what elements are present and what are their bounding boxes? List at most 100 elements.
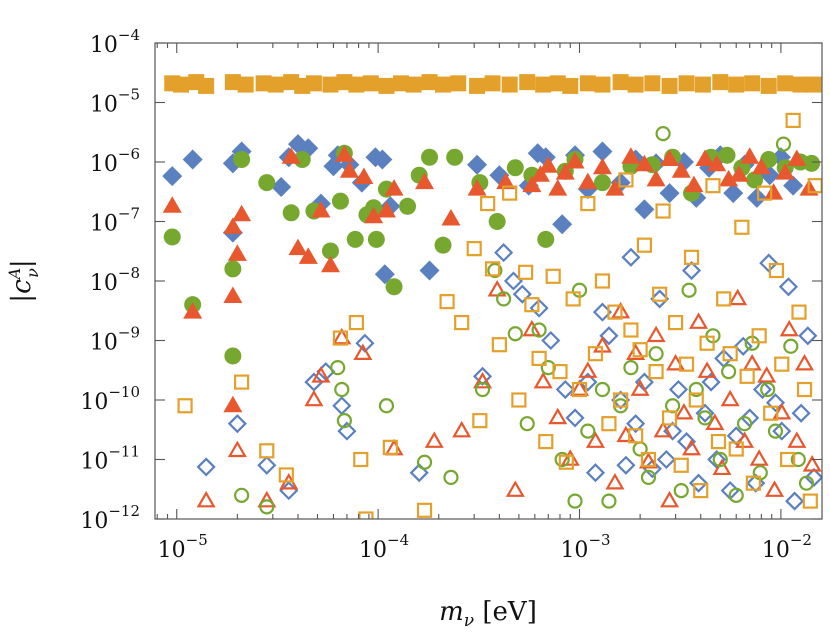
point-circle-filled-42: [803, 154, 821, 172]
point-circle-open-42: [783, 338, 799, 354]
point-diamond-open-0: [196, 457, 216, 477]
point-square-open-66: [791, 304, 807, 320]
point-circle-filled-27: [537, 230, 555, 248]
point-diamond-open-52: [804, 467, 822, 487]
point-square-filled-29: [594, 76, 611, 93]
point-triangle-filled-18: [415, 172, 435, 190]
point-circle-filled-0: [163, 228, 181, 246]
point-diamond-open-9: [409, 463, 429, 483]
point-triangle-filled-27: [565, 152, 585, 169]
point-diamond-open-48: [778, 277, 798, 297]
point-triangle-open-49: [802, 455, 822, 472]
point-square-filled-39: [760, 77, 777, 94]
point-triangle-filled-22: [522, 175, 542, 193]
x-tick-label: 10−2: [762, 531, 812, 563]
point-circle-open-35: [728, 487, 744, 503]
point-circle-filled-38: [746, 171, 764, 189]
point-triangle-filled-25: [548, 179, 568, 196]
point-diamond-open-15: [541, 330, 561, 351]
point-square-open-67: [796, 381, 813, 398]
point-diamond-open-10: [472, 366, 493, 386]
point-triangle-open-41: [742, 353, 762, 371]
point-square-filled-4: [224, 74, 241, 91]
point-diamond-open-46: [765, 393, 786, 413]
point-diamond-open-17: [565, 408, 585, 428]
point-triangle-open-10: [452, 420, 472, 438]
point-square-filled-38: [744, 75, 761, 92]
point-square-open-64: [780, 451, 796, 468]
point-circle-open-10: [496, 291, 512, 307]
point-square-open-51: [705, 178, 721, 194]
point-triangle-filled-12: [334, 145, 354, 162]
point-diamond-open-34: [688, 473, 709, 493]
point-square-filled-16: [393, 75, 410, 92]
point-triangle-filled-15: [364, 206, 384, 224]
point-triangle-open-16: [548, 407, 568, 425]
point-square-open-28: [580, 195, 596, 212]
point-circle-open-43: [790, 451, 806, 468]
point-diamond-filled-37: [723, 183, 744, 204]
point-triangle-filled-24: [538, 156, 558, 173]
point-square-open-31: [601, 416, 617, 432]
point-square-open-54: [722, 346, 738, 362]
point-square-open-11: [454, 314, 470, 331]
point-square-filled-23: [501, 76, 518, 93]
point-triangle-open-9: [424, 431, 444, 448]
point-square-open-42: [655, 203, 671, 219]
point-triangle-open-35: [697, 361, 717, 378]
point-square-open-8: [382, 439, 398, 455]
point-triangle-filled-28: [578, 172, 598, 190]
point-triangle-open-15: [533, 371, 553, 389]
point-diamond-filled-1: [182, 149, 203, 170]
point-circle-filled-25: [506, 159, 524, 177]
point-square-open-44: [667, 314, 684, 331]
point-square-open-34: [618, 172, 634, 188]
point-circle-open-19: [594, 381, 611, 398]
point-square-filled-24: [519, 74, 536, 91]
point-triangle-filled-6: [232, 204, 252, 222]
point-circle-open-36: [736, 416, 753, 432]
point-square-open-48: [688, 392, 704, 408]
point-triangle-filled-44: [775, 163, 795, 180]
x-tick-label: 10−4: [359, 531, 409, 563]
point-diamond-open-29: [656, 449, 676, 470]
point-square-open-20: [524, 297, 540, 313]
point-square-open-50: [699, 335, 715, 351]
point-triangle-open-48: [795, 353, 815, 371]
point-diamond-open-24: [621, 247, 641, 267]
point-diamond-filled-5: [271, 177, 292, 198]
point-square-filled-7: [267, 76, 284, 93]
point-square-filled-15: [378, 77, 395, 94]
point-square-filled-18: [421, 74, 438, 91]
point-circle-filled-24: [488, 213, 506, 230]
point-triangle-filled-11: [320, 255, 340, 273]
point-square-open-19: [518, 264, 534, 280]
point-square-open-21: [531, 350, 547, 367]
point-square-filled-31: [627, 76, 644, 93]
point-circle-open-6: [416, 454, 433, 470]
point-square-open-68: [802, 493, 818, 509]
point-triangle-filled-37: [695, 149, 715, 167]
point-diamond-filled-42: [783, 175, 804, 196]
point-square-open-30: [594, 273, 611, 289]
point-triangle-filled-10: [311, 201, 331, 218]
point-square-open-57: [739, 368, 755, 384]
point-diamond-open-6: [332, 396, 352, 416]
point-circle-open-34: [721, 364, 737, 380]
point-triangle-open-18: [570, 379, 590, 396]
point-square-open-27: [571, 381, 588, 398]
point-square-filled-36: [712, 74, 729, 91]
point-triangle-filled-42: [751, 157, 771, 175]
point-square-open-0: [177, 398, 193, 414]
point-circle-open-25: [648, 346, 664, 362]
point-diamond-open-31: [668, 379, 689, 400]
point-triangle-filled-45: [787, 149, 807, 167]
point-circle-filled-22: [446, 148, 464, 166]
point-triangle-open-37: [712, 458, 732, 476]
point-circle-filled-20: [421, 148, 439, 166]
point-square-open-41: [652, 286, 668, 302]
point-square-open-47: [683, 249, 700, 265]
point-triangle-filled-31: [621, 147, 641, 164]
point-triangle-open-8: [384, 438, 404, 456]
point-triangle-filled-14: [354, 167, 374, 184]
